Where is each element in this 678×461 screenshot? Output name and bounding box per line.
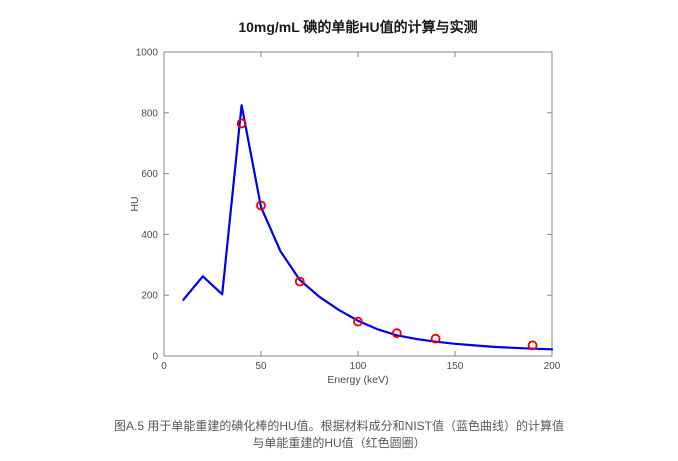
measured-point: [391, 328, 402, 339]
measured-point: [294, 276, 305, 287]
x-tick-label: 0: [161, 361, 167, 372]
x-tick-label: 150: [447, 361, 464, 372]
x-tick-label: 50: [255, 361, 267, 372]
x-tick-label: 100: [350, 361, 367, 372]
figure-caption: 图A.5 用于单能重建的碘化棒的HU值。根据材料成分和NIST值（蓝色曲线）的计…: [0, 418, 678, 452]
y-tick-label: 600: [141, 169, 158, 180]
calculated-curve: [182, 104, 554, 351]
y-tick-label: 400: [141, 230, 158, 241]
caption-line-1: 图A.5 用于单能重建的碘化棒的HU值。根据材料成分和NIST值（蓝色曲线）的计…: [113, 419, 564, 433]
x-axis-label: Energy (keV): [327, 374, 388, 386]
measured-point: [430, 333, 441, 344]
y-tick-label: 1000: [136, 48, 159, 59]
measured-point: [236, 118, 247, 129]
axes-box: [163, 51, 553, 357]
y-tick-label: 200: [141, 291, 158, 302]
y-tick-label: 0: [152, 352, 158, 363]
caption-line-2: 与单能重建的HU值（红色圆圈）: [252, 436, 426, 450]
measured-point: [353, 316, 363, 327]
measured-point: [256, 200, 266, 211]
y-axis-label: HU: [129, 196, 141, 211]
measured-point: [527, 340, 538, 351]
y-tick-label: 800: [141, 108, 158, 119]
chart-title: 10mg/mL 碘的单能HU值的计算与实测: [238, 19, 478, 35]
x-tick-label: 200: [544, 361, 561, 372]
